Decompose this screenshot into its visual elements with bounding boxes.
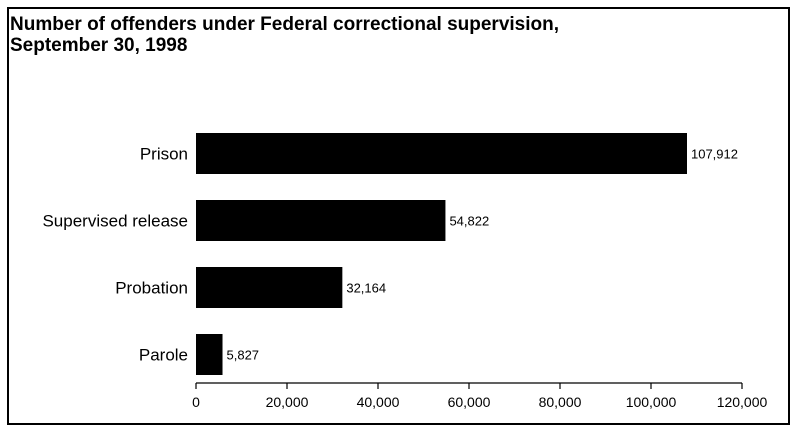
chart-title-line-1: Number of offenders under Federal correc… [10, 14, 560, 35]
x-tick-label-1: 20,000 [266, 394, 309, 410]
bar-0 [196, 133, 687, 174]
chart-title: Number of offenders under Federal correc… [10, 14, 750, 56]
data-label-1: 54,822 [449, 214, 489, 229]
chart-title-line-2: September 30, 1998 [10, 35, 188, 56]
x-tick-label-2: 40,000 [357, 394, 400, 410]
category-label-1: Supervised release [42, 212, 188, 231]
category-label-0: Prison [140, 145, 188, 164]
x-tick-label-0: 0 [192, 394, 200, 410]
data-label-2: 32,164 [346, 281, 386, 296]
x-tick-label-4: 80,000 [539, 394, 582, 410]
bar-2 [196, 267, 343, 308]
category-label-2: Probation [115, 279, 188, 298]
category-label-3: Parole [139, 346, 188, 365]
x-tick-label-5: 100,000 [626, 394, 677, 410]
data-label-0: 107,912 [691, 147, 738, 162]
data-label-3: 5,827 [227, 348, 260, 363]
x-tick-label-3: 60,000 [448, 394, 491, 410]
x-tick-label-6: 120,000 [717, 394, 768, 410]
bar-1 [196, 200, 446, 241]
bar-3 [196, 334, 223, 375]
